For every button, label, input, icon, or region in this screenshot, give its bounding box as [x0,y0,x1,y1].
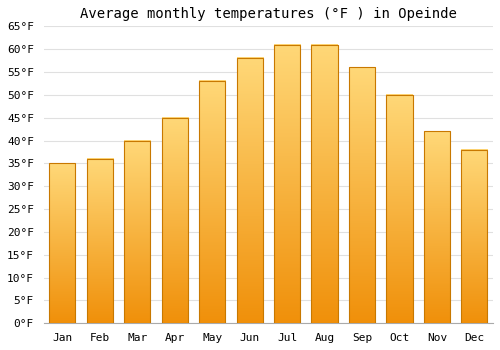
Bar [461,150,487,323]
Bar [461,150,487,323]
Bar [124,141,150,323]
Bar [50,163,76,323]
Bar [274,44,300,323]
Bar [424,131,450,323]
Bar [162,118,188,323]
Title: Average monthly temperatures (°F ) in Opeinde: Average monthly temperatures (°F ) in Op… [80,7,457,21]
Bar [386,95,412,323]
Bar [386,95,412,323]
Bar [274,44,300,323]
Bar [236,58,262,323]
Bar [50,163,76,323]
Bar [349,68,375,323]
Bar [349,68,375,323]
Bar [424,131,450,323]
Bar [312,44,338,323]
Bar [86,159,113,323]
Bar [86,159,113,323]
Bar [236,58,262,323]
Bar [199,81,226,323]
Bar [124,141,150,323]
Bar [312,44,338,323]
Bar [162,118,188,323]
Bar [199,81,226,323]
